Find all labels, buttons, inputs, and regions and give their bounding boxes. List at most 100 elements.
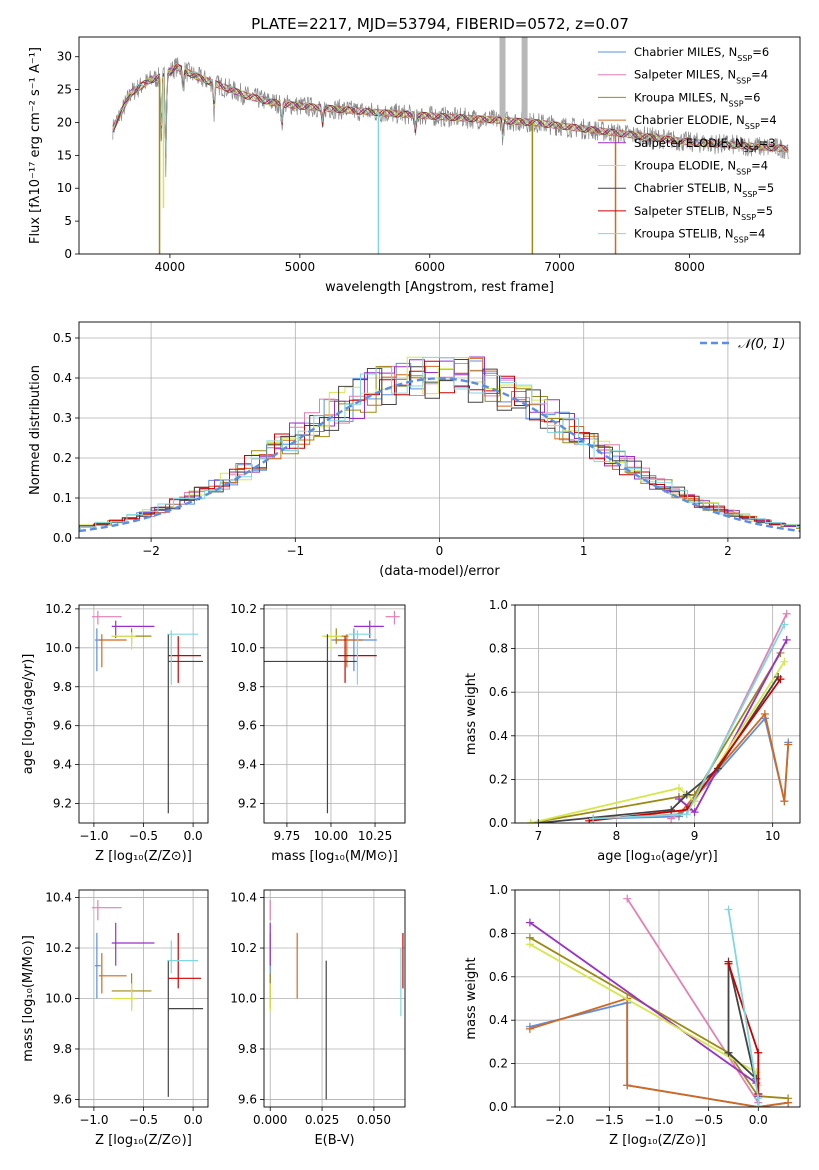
plus-marker — [754, 1103, 763, 1107]
y-tick-label: 9.8 — [238, 680, 257, 694]
x-tick-label: 8000 — [674, 260, 705, 274]
legend-entry: Chabrier ELODIE, NSSP=4 — [634, 113, 777, 131]
errorbar-point — [111, 632, 136, 650]
errorbar-point — [385, 610, 400, 625]
y-tick-label: 0.4 — [53, 371, 72, 385]
x-tick-label: −0.5 — [129, 1113, 158, 1127]
mass_vs_Z-plot — [91, 900, 204, 1097]
legend-entry: Salpeter MILES, NSSP=4 — [634, 68, 768, 86]
plus-marker — [724, 959, 733, 968]
y-tick-label: 1.0 — [489, 883, 508, 897]
y-axis-label: mass weight — [464, 957, 479, 1039]
legend-entry: Chabrier STELIB, NSSP=5 — [634, 181, 774, 199]
plus-marker — [525, 940, 534, 949]
x-tick-label: 9.75 — [274, 829, 301, 843]
y-tick-label: 0.5 — [53, 331, 72, 345]
x-tick-label: −2 — [142, 544, 160, 558]
x-tick-label: −1.5 — [595, 1113, 624, 1127]
mass-weight-line — [530, 652, 782, 823]
y-tick-label: 0.0 — [489, 816, 508, 830]
errorbar-point — [94, 932, 101, 999]
y-tick-label: 0.8 — [489, 642, 508, 656]
age_vs_mass-plot — [264, 610, 400, 814]
errorbar-point — [167, 630, 199, 685]
legend-subscript: SSP — [744, 144, 759, 153]
mass-weight-line — [530, 661, 786, 823]
plus-marker — [589, 814, 598, 823]
errorbar-point — [348, 630, 372, 685]
y-tick-label: 10.0 — [45, 992, 72, 1006]
spectrum-legend: Chabrier MILES, NSSP=6 Salpeter MILES, NS… — [598, 45, 777, 244]
plus-marker — [623, 894, 632, 903]
x-tick-label: −1.0 — [79, 1113, 108, 1127]
y-tick-label: 9.2 — [238, 797, 257, 811]
x-tick-label: −2.0 — [545, 1113, 574, 1127]
histogram-step — [79, 356, 800, 530]
x-tick-label: 7000 — [544, 260, 575, 274]
x-tick-label: 4000 — [155, 260, 186, 274]
errorbar-point — [168, 636, 202, 683]
y-tick-label: 10.4 — [45, 891, 72, 905]
x-tick-label: 8 — [613, 829, 621, 843]
y-tick-label: 9.8 — [53, 1042, 72, 1056]
legend-entry: Kroupa ELODIE, NSSP=4 — [634, 159, 768, 177]
mass_weight_vs_Z-frame — [514, 889, 801, 1108]
x-axis-label: E(B-V) — [314, 1133, 354, 1148]
errorbar-point — [167, 940, 199, 974]
x-tick-label: 0.0 — [749, 1113, 768, 1127]
histogram-step — [79, 356, 800, 530]
mass_weight_vs_age-axes: 7 8 9 10 0.0 0.2 0.4 0.6 0.8 1.0 — [489, 598, 800, 843]
y-tick-label: 10.2 — [230, 602, 257, 616]
mass_weight_vs_Z-plot — [525, 894, 793, 1107]
y-tick-label: 5 — [64, 214, 72, 228]
y-tick-label: 10 — [57, 181, 72, 195]
mass-weight-line — [670, 613, 788, 820]
mass_vs_ebv-plot — [269, 900, 404, 1100]
y-tick-label: 20 — [57, 115, 72, 129]
y-tick-label: 0.4 — [489, 1013, 508, 1027]
mass_vs_ebv-frame — [263, 889, 406, 1108]
legend-subscript: SSP — [734, 235, 749, 244]
y-tick-label: 0.6 — [489, 970, 508, 984]
errorbar-point — [322, 632, 342, 650]
normal-curve — [79, 377, 800, 533]
errorbar-point — [98, 634, 127, 668]
errorbar-point — [91, 610, 122, 625]
y-tick-label: 0.0 — [53, 531, 72, 545]
x-axis-label: wavelength [Angstrom, rest frame] — [325, 280, 554, 295]
x-tick-label: 9 — [691, 829, 699, 843]
x-tick-label: 2 — [724, 544, 732, 558]
errorbar-point — [353, 620, 384, 639]
legend-entry: Salpeter STELIB, NSSP=5 — [634, 204, 773, 222]
plus-marker — [667, 805, 676, 814]
y-tick-label: 9.4 — [238, 758, 257, 772]
mass-weight-line — [727, 961, 760, 1107]
plus-marker — [782, 609, 791, 618]
legend-subscript: SSP — [729, 99, 744, 108]
mass-weight-line — [529, 943, 760, 1086]
legend-nssp: =4 — [760, 113, 777, 127]
x-tick-label: −1.0 — [79, 829, 108, 843]
legend-entry: Kroupa STELIB, NSSP=4 — [634, 227, 765, 245]
y-tick-label: 0.6 — [489, 685, 508, 699]
y-tick-label: 15 — [57, 148, 72, 162]
plus-marker — [780, 620, 789, 629]
y-tick-label: 0.2 — [53, 451, 72, 465]
x-tick-label: −0.5 — [694, 1113, 723, 1127]
y-axis-label: mass weight — [464, 673, 479, 755]
plus-marker — [780, 657, 789, 666]
y-tick-label: 9.6 — [238, 1092, 257, 1106]
plus-marker — [682, 790, 691, 799]
x-tick-label: 7 — [535, 829, 543, 843]
plus-marker — [754, 1048, 763, 1057]
y-tick-label: 9.2 — [53, 797, 72, 811]
mass-weight-line — [593, 624, 786, 820]
legend-entry: Kroupa MILES, NSSP=6 — [634, 90, 760, 108]
legend-subscript: SSP — [745, 122, 760, 131]
y-tick-label: 0.0 — [489, 1100, 508, 1114]
legend-subscript: SSP — [736, 76, 751, 85]
x-axis-label: (data-model)/error — [379, 564, 500, 579]
plus-marker — [784, 740, 793, 749]
age_vs_Z-plot — [91, 610, 204, 814]
